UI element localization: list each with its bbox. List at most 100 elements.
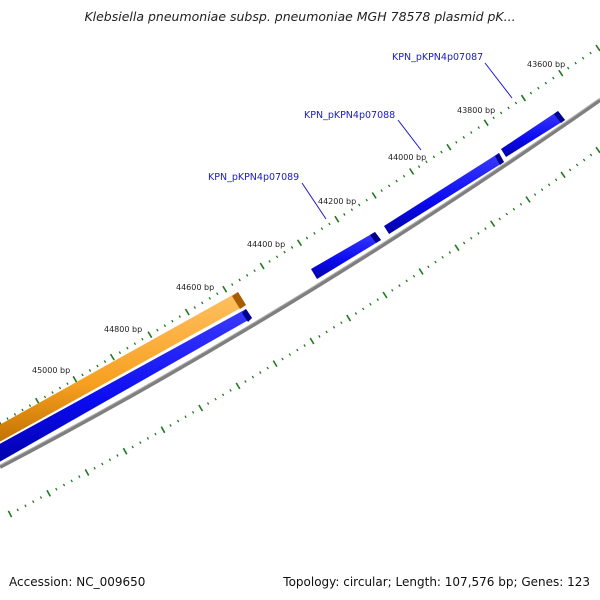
inner-tick-mark bbox=[448, 251, 452, 254]
tick-label-44400: 44400 bp bbox=[247, 240, 285, 249]
outer-tick-mark bbox=[88, 369, 92, 372]
outer-tick-mark bbox=[193, 306, 196, 309]
inner-tick-mark bbox=[16, 508, 19, 512]
outer-tick-mark bbox=[43, 395, 47, 399]
outer-tick-mark bbox=[544, 81, 548, 85]
outer-tick-mark bbox=[253, 269, 256, 273]
outer-tick-mark bbox=[81, 373, 84, 377]
inner-tick-mark bbox=[32, 500, 35, 504]
outer-tick-mark bbox=[28, 404, 32, 408]
inner-tick-mark bbox=[470, 236, 473, 240]
inner-tick-mark bbox=[244, 380, 247, 383]
outer-tick-mark bbox=[552, 76, 555, 80]
gene-block-large[interactable] bbox=[0, 309, 252, 465]
outer-tick-mark bbox=[103, 360, 107, 363]
gene-label-07089[interactable]: KPN_pKPN4p07089 bbox=[208, 172, 299, 183]
inner-tick-mark bbox=[131, 445, 134, 449]
tick-label-44200: 44200 bp bbox=[318, 197, 356, 206]
outer-tick-mark bbox=[163, 324, 167, 328]
outer-tick-mark bbox=[581, 56, 585, 60]
outer-tick-mark bbox=[371, 192, 377, 199]
inner-tick-mark bbox=[84, 469, 90, 476]
outer-tick-mark bbox=[296, 239, 303, 247]
inner-tick-mark bbox=[39, 496, 43, 499]
inner-tick-mark bbox=[214, 397, 217, 401]
gene-label-07088[interactable]: KPN_pKPN4p07088 bbox=[304, 110, 395, 121]
outer-tick-mark bbox=[208, 296, 211, 300]
outer-tick-mark bbox=[574, 61, 577, 65]
inner-tick-mark bbox=[62, 483, 66, 487]
inner-tick-mark bbox=[568, 168, 572, 172]
inner-tick-mark bbox=[540, 188, 544, 191]
gene-label-07087[interactable]: KPN_pKPN4p07087 bbox=[392, 52, 483, 63]
outer-tick-mark bbox=[259, 262, 265, 270]
gene-KPN_pKPN4p07087[interactable] bbox=[501, 111, 565, 157]
callout-line-07087 bbox=[484, 62, 513, 99]
outer-tick-mark bbox=[222, 285, 228, 293]
outer-tick-mark bbox=[184, 308, 190, 316]
outer-tick-mark bbox=[520, 94, 527, 102]
inner-tick-mark bbox=[477, 232, 480, 235]
inner-tick-mark bbox=[229, 388, 232, 392]
inner-tick-mark bbox=[122, 447, 128, 455]
outer-tick-mark bbox=[395, 179, 398, 183]
inner-tick-mark bbox=[251, 375, 255, 379]
outer-tick-mark bbox=[470, 131, 473, 134]
outer-tick-mark bbox=[589, 51, 592, 55]
outer-tick-mark bbox=[320, 227, 324, 231]
inner-tick-mark bbox=[533, 193, 537, 196]
orange-feature[interactable] bbox=[0, 292, 246, 445]
gene-KPN_pKPN4p07089[interactable] bbox=[311, 232, 381, 279]
inner-tick-mark bbox=[93, 466, 96, 470]
inner-tick-mark bbox=[462, 241, 466, 245]
outer-tick-mark bbox=[58, 386, 62, 390]
outer-tick-mark bbox=[507, 106, 510, 110]
inner-tick-mark bbox=[554, 178, 558, 182]
inner-tick-mark bbox=[519, 202, 523, 206]
outer-tick-mark bbox=[133, 342, 137, 346]
inner-tick-mark bbox=[441, 255, 444, 259]
inner-tick-mark bbox=[206, 402, 210, 405]
outer-tick-mark bbox=[409, 168, 415, 175]
outer-tick-mark bbox=[432, 155, 436, 159]
inner-tick-mark bbox=[346, 314, 352, 322]
callout-line-07089 bbox=[301, 182, 327, 220]
inner-tick-mark bbox=[78, 475, 81, 479]
inner-tick-mark bbox=[116, 454, 119, 457]
outer-tick-mark bbox=[141, 337, 144, 341]
inner-tick-mark bbox=[108, 458, 112, 462]
outer-tick-mark bbox=[537, 86, 540, 90]
inner-tick-mark bbox=[296, 348, 299, 352]
outer-tick-mark bbox=[156, 328, 159, 332]
outer-tick-mark bbox=[313, 231, 316, 235]
outer-tick-mark bbox=[305, 236, 309, 240]
outer-tick-mark bbox=[328, 222, 331, 226]
inner-tick-mark bbox=[70, 479, 73, 483]
outer-tick-mark bbox=[365, 198, 368, 202]
inner-tick-mark bbox=[427, 265, 430, 269]
inner-tick-mark bbox=[490, 220, 496, 228]
outer-tick-mark bbox=[109, 353, 115, 361]
outer-tick-mark bbox=[483, 119, 489, 127]
inner-tick-mark bbox=[176, 419, 180, 423]
tick-label-44600: 44600 bp bbox=[176, 283, 214, 292]
outer-tick-mark bbox=[529, 91, 533, 95]
accession-label: Accession: NC_009650 bbox=[9, 575, 146, 589]
inner-tick-mark bbox=[434, 260, 437, 264]
inner-tick-mark bbox=[560, 171, 566, 179]
tick-label-43800: 43800 bp bbox=[457, 106, 495, 115]
outer-tick-mark bbox=[462, 136, 466, 139]
outer-tick-mark bbox=[380, 189, 383, 192]
inner-tick-mark bbox=[221, 393, 225, 397]
inner-tick-mark bbox=[184, 415, 187, 419]
inner-tick-mark bbox=[369, 302, 372, 306]
inner-tick-mark bbox=[281, 357, 284, 361]
inner-tick-mark bbox=[325, 330, 328, 334]
outer-tick-mark bbox=[350, 208, 354, 212]
inner-tick-mark bbox=[139, 441, 142, 445]
inner-tick-mark bbox=[318, 335, 321, 338]
outer-tick-mark bbox=[402, 174, 406, 178]
gene-KPN_pKPN4p07088[interactable] bbox=[384, 153, 504, 234]
